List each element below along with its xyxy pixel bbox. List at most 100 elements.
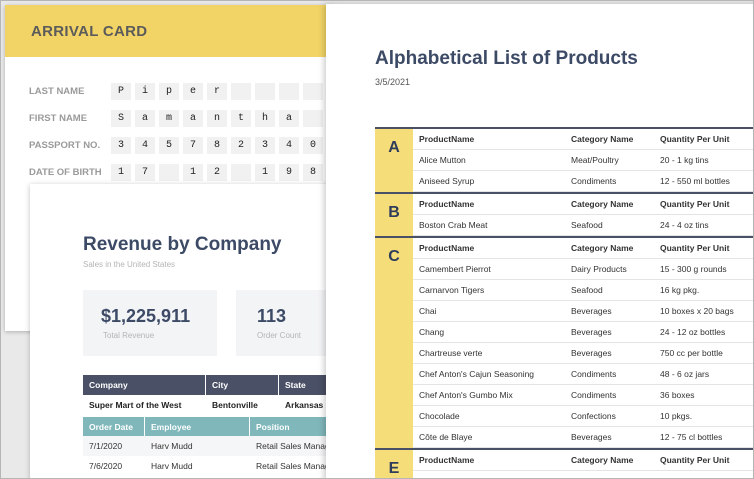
- character-box[interactable]: 0: [303, 137, 323, 154]
- table-cell: 20 - 1 kg tins: [660, 155, 709, 165]
- character-box[interactable]: a: [279, 110, 299, 127]
- report-date: 3/5/2021: [375, 77, 411, 87]
- product-row: Alice Mutton Meat/Poultry 20 - 1 kg tins: [413, 150, 753, 171]
- character-box[interactable]: h: [255, 110, 275, 127]
- character-box[interactable]: m: [159, 110, 179, 127]
- order-row: 7/1/2020 Harv Mudd Retail Sales Manager: [83, 436, 353, 456]
- table-cell: 36 boxes: [660, 390, 695, 400]
- character-box[interactable]: 2: [231, 137, 251, 154]
- table-cell: Confections: [571, 411, 616, 421]
- character-box[interactable]: 8: [303, 164, 323, 181]
- table-cell: Chartreuse verte: [419, 348, 483, 358]
- table-cell: Beverages: [571, 432, 612, 442]
- character-box[interactable]: 7: [135, 164, 155, 181]
- character-box[interactable]: n: [207, 110, 227, 127]
- letter-band: C: [375, 238, 413, 448]
- character-box[interactable]: [231, 83, 251, 100]
- character-box[interactable]: e: [183, 83, 203, 100]
- table-cell: 48 - 6 oz jars: [660, 369, 710, 379]
- table-cell: 10 boxes x 20 bags: [660, 306, 734, 316]
- table-cell: Meat/Poultry: [571, 155, 619, 165]
- character-box[interactable]: 8: [207, 137, 227, 154]
- table-cell: Retail Sales Manager: [256, 461, 338, 471]
- group-header-row: ProductName Category Name Quantity Per Uni…: [413, 194, 753, 215]
- table-cell: 24 - 12 oz bottles: [660, 327, 726, 337]
- character-box[interactable]: 3: [111, 137, 131, 154]
- character-box[interactable]: t: [231, 110, 251, 127]
- letter-group: E ProductName Category Name Quantity Per Un…: [375, 448, 753, 478]
- group-letter: C: [388, 248, 400, 265]
- character-box[interactable]: [159, 164, 179, 181]
- character-box[interactable]: 1: [183, 164, 203, 181]
- table-cell: Chang: [419, 327, 445, 337]
- field-label: LAST NAME: [29, 86, 85, 97]
- column-header: Quantity Per Unit: [660, 243, 730, 253]
- character-box[interactable]: [303, 83, 323, 100]
- group-letter: A: [388, 139, 400, 156]
- product-row: Côte de Blaye Beverages 12 - 75 cl bottles: [413, 427, 753, 448]
- character-box[interactable]: p: [159, 83, 179, 100]
- character-box[interactable]: [303, 110, 323, 127]
- character-box[interactable]: 4: [279, 137, 299, 154]
- column-header: City: [206, 375, 279, 395]
- column-header: Category Name: [571, 134, 634, 144]
- product-row: Chef Anton's Cajun Seasoning Condiments 48…: [413, 364, 753, 385]
- table-cell: Chef Anton's Cajun Seasoning: [419, 369, 535, 379]
- character-box[interactable]: 3: [255, 137, 275, 154]
- table-cell: 24 - 4 oz tins: [660, 220, 709, 230]
- character-box[interactable]: S: [111, 110, 131, 127]
- character-box[interactable]: 7: [183, 137, 203, 154]
- character-box[interactable]: 1: [111, 164, 131, 181]
- table-cell: Condiments: [571, 390, 617, 400]
- column-header: Quantity Per Unit: [660, 199, 730, 209]
- character-box[interactable]: i: [135, 83, 155, 100]
- table-cell: Seafood: [571, 285, 603, 295]
- table-cell: Chef Anton's Gumbo Mix: [419, 390, 513, 400]
- product-row: Chai Beverages 10 boxes x 20 bags: [413, 301, 753, 322]
- character-box[interactable]: 2: [207, 164, 227, 181]
- character-box[interactable]: 1: [255, 164, 275, 181]
- revenue-report-page: Revenue by Company Sales in the United S…: [30, 184, 356, 478]
- table-cell: Beverages: [571, 327, 612, 337]
- character-box[interactable]: a: [183, 110, 203, 127]
- product-row: Chartreuse verte Beverages 750 cc per bott…: [413, 343, 753, 364]
- character-box[interactable]: [279, 83, 299, 100]
- character-box[interactable]: P: [111, 83, 131, 100]
- table-cell: Condiments: [571, 369, 617, 379]
- column-header: ProductName: [419, 199, 475, 209]
- group-header-row: ProductName Category Name Quantity Per Uni…: [413, 238, 753, 259]
- table-cell: Beverages: [571, 306, 612, 316]
- table-cell: 12 - 550 ml bottles: [660, 176, 730, 186]
- letter-band: A: [375, 129, 413, 192]
- company-table-header: Company City State: [83, 375, 353, 395]
- column-header: Category Name: [571, 243, 634, 253]
- kpi-value: $1,225,911: [101, 306, 191, 326]
- table-cell: Chai: [419, 306, 437, 316]
- column-header: ProductName: [419, 455, 475, 465]
- products-report-page: Alphabetical List of Products 3/5/2021 A…: [326, 4, 753, 478]
- kpi-label: Order Count: [257, 331, 302, 340]
- group-header-row: ProductName Category Name Quantity Per Uni…: [413, 129, 753, 150]
- table-cell: 16 kg pkg.: [660, 285, 700, 295]
- character-box[interactable]: [255, 83, 275, 100]
- letter-group: C ProductName Category Name Quantity Per Un…: [375, 236, 753, 448]
- character-box[interactable]: 5: [159, 137, 179, 154]
- character-box[interactable]: [231, 164, 251, 181]
- group-letter: B: [388, 204, 400, 221]
- product-row: Boston Crab Meat Seafood 24 - 4 oz tins: [413, 215, 753, 236]
- product-row: Escargots de BourgogneSeafood24 pieces: [413, 471, 753, 478]
- character-box[interactable]: 4: [135, 137, 155, 154]
- table-cell: 7/1/2020: [89, 441, 123, 451]
- character-box[interactable]: a: [135, 110, 155, 127]
- table-cell: 750 cc per bottle: [660, 348, 723, 358]
- table-cell: Harv Mudd: [151, 461, 193, 471]
- letter-band: E: [375, 450, 413, 478]
- character-box[interactable]: r: [207, 83, 227, 100]
- table-cell: Boston Crab Meat: [419, 220, 488, 230]
- table-cell: 15 - 300 g rounds: [660, 264, 727, 274]
- character-box[interactable]: 9: [279, 164, 299, 181]
- table-cell: 10 pkgs.: [660, 411, 693, 421]
- products-title: Alphabetical List of Products: [375, 48, 638, 69]
- table-cell: 12 - 75 cl bottles: [660, 432, 723, 442]
